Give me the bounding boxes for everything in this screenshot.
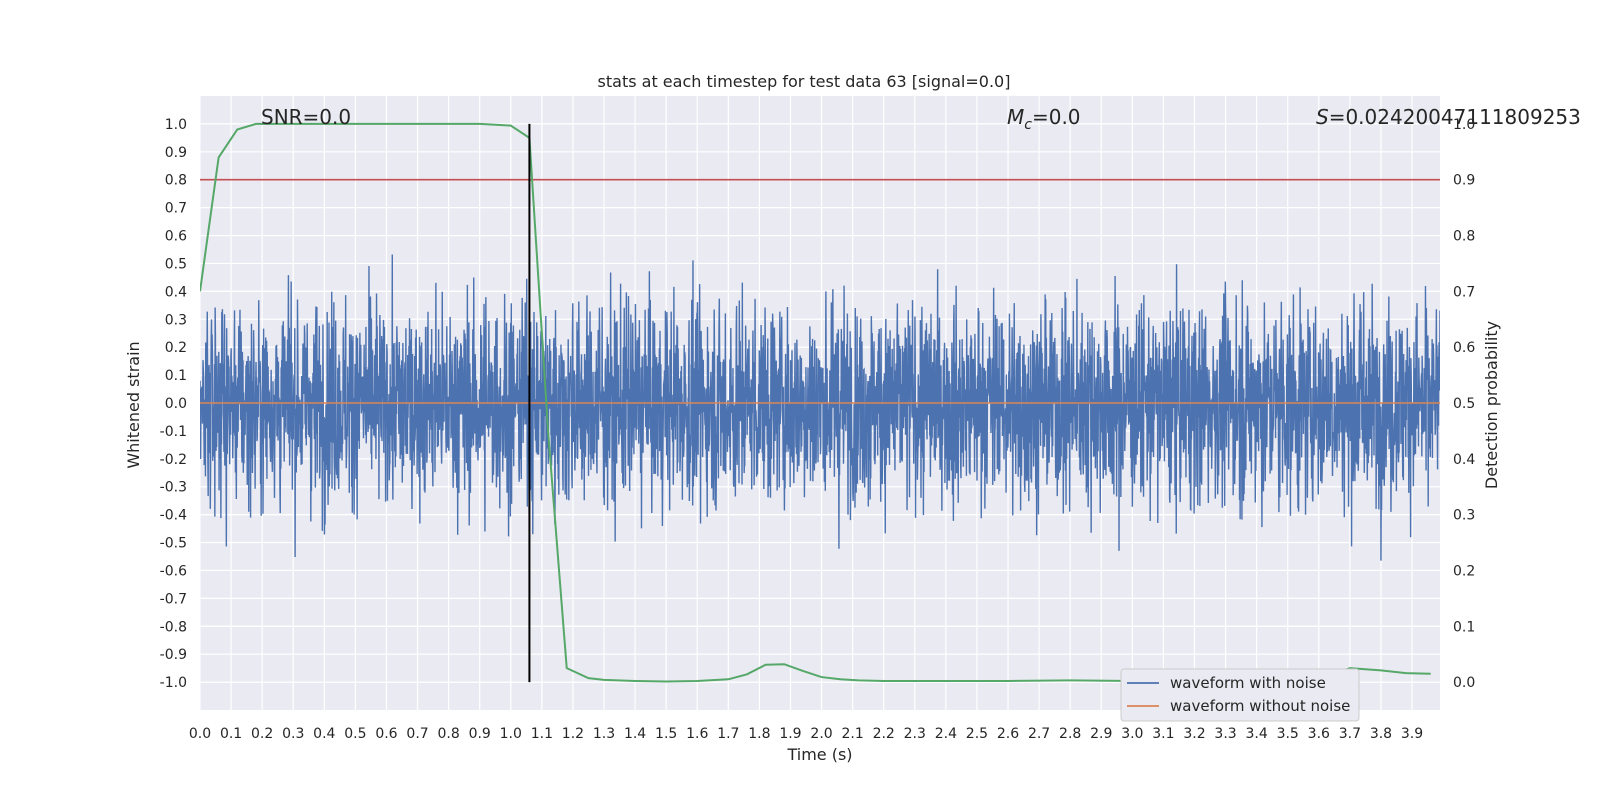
x-tick-label: 3.5 [1277, 726, 1299, 742]
mc-value: =0.0 [1032, 105, 1081, 129]
y-tick-label: -0.6 [160, 563, 187, 579]
x-tick-label: 2.3 [904, 726, 926, 742]
x-tick-label: 3.9 [1401, 726, 1423, 742]
x-tick-label: 1.8 [748, 726, 770, 742]
x-axis-ticks: 0.0 0.1 0.2 0.3 0.4 0.5 0.6 0.7 0.8 0.9 1.0 1.1 1.2 1… [189, 726, 1423, 742]
x-tick-label: 0.4 [313, 726, 335, 742]
x-tick-label: 1.4 [624, 726, 646, 742]
s-value: =0.02420047111809253 [1329, 105, 1581, 129]
y2-tick-label: 0.2 [1453, 563, 1475, 579]
y-tick-label: 0.8 [165, 173, 187, 189]
chart-title: stats at each timestep for test data 63 … [598, 72, 1011, 91]
x-tick-label: 0.6 [375, 726, 397, 742]
x-tick-label: 0.2 [251, 726, 273, 742]
x-tick-label: 2.5 [966, 726, 988, 742]
y-tick-label: 1.0 [165, 117, 187, 133]
y2-tick-label: 0.8 [1453, 229, 1475, 245]
y-tick-label: 0.3 [165, 312, 187, 328]
y-tick-label: -1.0 [160, 675, 187, 691]
x-tick-label: 1.1 [531, 726, 553, 742]
y-tick-label: -0.8 [160, 619, 187, 635]
y-tick-label: 0.4 [165, 284, 187, 300]
x-tick-label: 2.8 [1059, 726, 1081, 742]
x-tick-label: 1.7 [717, 726, 739, 742]
x-tick-label: 3.6 [1308, 726, 1330, 742]
x-tick-label: 1.0 [500, 726, 522, 742]
y-tick-label: -0.5 [160, 536, 187, 552]
y-tick-label: -0.4 [160, 508, 187, 524]
y-tick-label: 0.6 [165, 229, 187, 245]
x-tick-label: 2.1 [841, 726, 863, 742]
y-tick-label: -0.9 [160, 647, 187, 663]
y2-tick-label: 0.6 [1453, 340, 1475, 356]
s-annotation: S=0.02420047111809253 [1316, 105, 1581, 129]
x-tick-label: 0.7 [406, 726, 428, 742]
y-tick-label: 0.7 [165, 201, 187, 217]
mc-annotation: Mc=0.0 [1007, 105, 1081, 133]
legend: waveform with noise waveform without noi… [1120, 668, 1360, 722]
y2-tick-label: 0.1 [1453, 619, 1475, 635]
s-symbol: S [1316, 105, 1329, 129]
x-tick-label: 1.6 [686, 726, 708, 742]
y-tick-label: 0.1 [165, 368, 187, 384]
x-tick-label: 0.0 [189, 726, 211, 742]
y-tick-label: 0.2 [165, 340, 187, 356]
y-tick-label: 0.9 [165, 145, 187, 161]
x-tick-label: 0.9 [469, 726, 491, 742]
y2-tick-label: 1.0 [1453, 117, 1475, 133]
x-tick-label: 2.0 [810, 726, 832, 742]
x-tick-label: 2.6 [997, 726, 1019, 742]
x-tick-label: 0.5 [344, 726, 366, 742]
y-tick-label: -0.1 [160, 424, 187, 440]
legend-label-waveform-with-noise: waveform with noise [1170, 674, 1326, 692]
y-tick-label: -0.2 [160, 452, 187, 468]
snr-annotation: SNR=0.0 [261, 105, 351, 129]
y-gridlines [200, 123, 1440, 683]
x-tick-label: 2.4 [935, 726, 957, 742]
x-tick-label: 1.2 [562, 726, 584, 742]
legend-box [1120, 668, 1360, 722]
y2-tick-label: 0.9 [1453, 173, 1475, 189]
y2-tick-label: 0.4 [1453, 452, 1475, 468]
x-tick-label: 1.5 [655, 726, 677, 742]
legend-label-waveform-without-noise: waveform without noise [1170, 697, 1350, 715]
y-tick-label: 0.0 [165, 396, 187, 412]
y-tick-label: 0.5 [165, 256, 187, 272]
x-tick-label: 3.0 [1121, 726, 1143, 742]
x-tick-label: 0.1 [220, 726, 242, 742]
y-tick-label: -0.3 [160, 480, 187, 496]
x-tick-label: 2.7 [1028, 726, 1050, 742]
y2-axis-label: Detection probability [1482, 321, 1501, 489]
x-tick-label: 3.1 [1152, 726, 1174, 742]
x-tick-label: 0.8 [437, 726, 459, 742]
y-tick-label: -0.7 [160, 591, 187, 607]
x-tick-label: 3.7 [1339, 726, 1361, 742]
x-tick-label: 0.3 [282, 726, 304, 742]
y2-tick-label: 0.5 [1453, 396, 1475, 412]
x-tick-label: 1.9 [779, 726, 801, 742]
x-axis-label: Time (s) [786, 745, 852, 764]
mc-symbol: M [1007, 105, 1024, 129]
y-axis-ticks: 1.0 0.9 0.8 0.7 0.6 0.5 0.4 0.3 0.2 0.1 0.0 -0.1 -0.… [160, 117, 187, 691]
x-tick-label: 3.8 [1370, 726, 1392, 742]
y2-tick-label: 0.0 [1453, 675, 1475, 691]
y2-tick-label: 0.7 [1453, 284, 1475, 300]
x-tick-label: 3.3 [1214, 726, 1236, 742]
y-axis-label: Whitened strain [124, 341, 143, 468]
y2-axis-ticks: 1.0 0.9 0.8 0.7 0.6 0.5 0.4 0.3 0.2 0.1 0.0 [1453, 117, 1475, 691]
x-tick-label: 3.4 [1246, 726, 1268, 742]
x-tick-label: 1.3 [593, 726, 615, 742]
x-tick-label: 2.2 [873, 726, 895, 742]
mc-subscript: c [1024, 117, 1032, 133]
x-tick-label: 3.2 [1183, 726, 1205, 742]
x-tick-label: 2.9 [1090, 726, 1112, 742]
y2-tick-label: 0.3 [1453, 508, 1475, 524]
